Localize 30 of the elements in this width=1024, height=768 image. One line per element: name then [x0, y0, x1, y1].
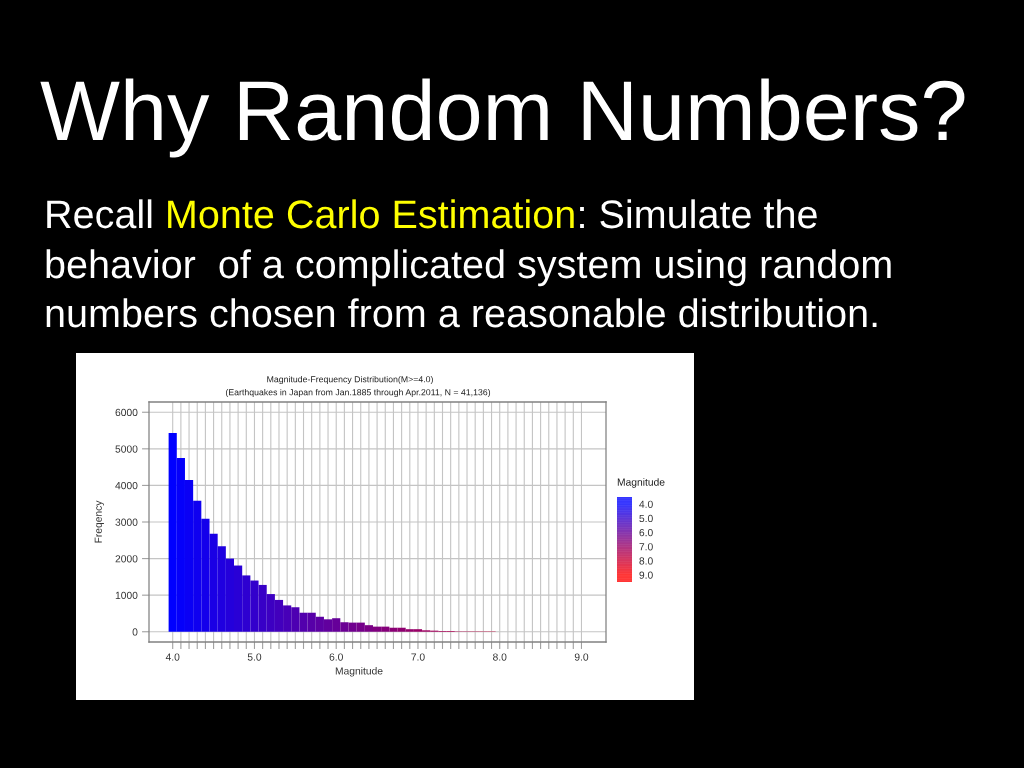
x-tick-label: 7.0: [411, 653, 425, 661]
y-tick-label: 3000: [115, 518, 138, 526]
text: Recall: [47, 199, 152, 229]
chart-subtitle: (Earthquakes in Japan from Jan.1885 through Apr.2011, N = 41,136): [225, 388, 491, 398]
y-tick-label: 1000: [115, 591, 138, 599]
x-tick-label: 4.0: [165, 653, 180, 661]
color-bar-label: 9.0: [639, 571, 653, 579]
y-tick-label: 0: [132, 628, 138, 636]
x-tick-label: 6.0: [329, 653, 343, 661]
text: numbers chosen from a reasonable distribution.: [46, 298, 877, 328]
color-bar-label: 6.0: [639, 528, 653, 537]
x-axis-title: Magnitude: [335, 667, 383, 677]
text: behavior of a complicated system using random: [46, 249, 891, 287]
y-axis-title: Freqency: [94, 500, 104, 543]
y-tick-label: 4000: [115, 481, 138, 490]
chart-title: Magnitude-Frequency Distribution(M>=4.0): [267, 375, 433, 385]
y-tick-label: 2000: [115, 555, 138, 563]
text: Monte Carlo Estimation: [168, 199, 574, 229]
color-bar-title: Magnitude: [617, 478, 665, 488]
color-bar-label: 7.0: [639, 543, 653, 551]
color-bar-label: 5.0: [639, 514, 653, 523]
text: Why Random Numbers?: [40, 78, 965, 158]
color-bar-label: 8.0: [639, 557, 653, 565]
x-tick-label: 9.0: [574, 653, 589, 661]
x-tick-label: 8.0: [493, 653, 507, 661]
x-tick-label: 5.0: [247, 653, 262, 661]
color-bar-label: 4.0: [639, 500, 653, 508]
text: : Simulate the: [580, 199, 817, 229]
y-tick-label: 6000: [115, 408, 138, 417]
y-tick-label: 5000: [115, 445, 138, 453]
